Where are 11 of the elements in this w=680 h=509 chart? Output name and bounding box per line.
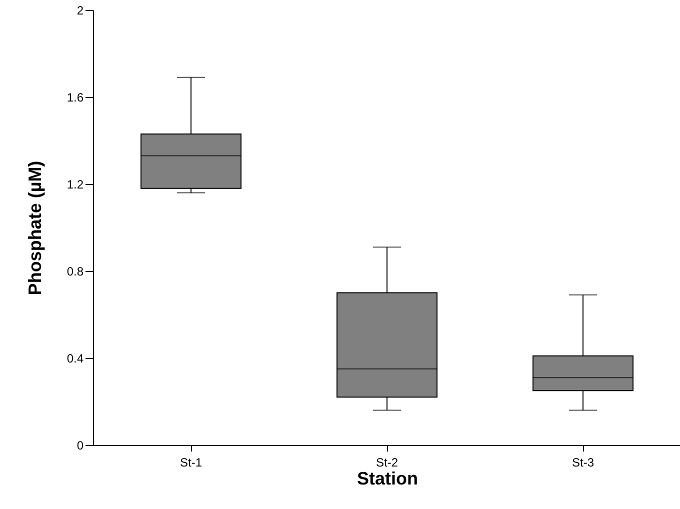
- y-tick-label: 2: [76, 4, 84, 18]
- y-tick-label: 0.4: [66, 352, 84, 366]
- x-axis-title: Station: [357, 468, 418, 488]
- y-tick-label: 1.6: [66, 90, 84, 104]
- x-tick-label: St-2: [376, 456, 398, 470]
- x-tick-label: St-3: [572, 456, 594, 470]
- y-axis-title: Phosphate (µM): [24, 160, 45, 296]
- y-tick-label: 0.8: [66, 264, 84, 278]
- y-tick-label: 1.2: [66, 178, 84, 192]
- y-tick-label: 0: [76, 438, 84, 452]
- x-tick-label: St-1: [180, 456, 202, 470]
